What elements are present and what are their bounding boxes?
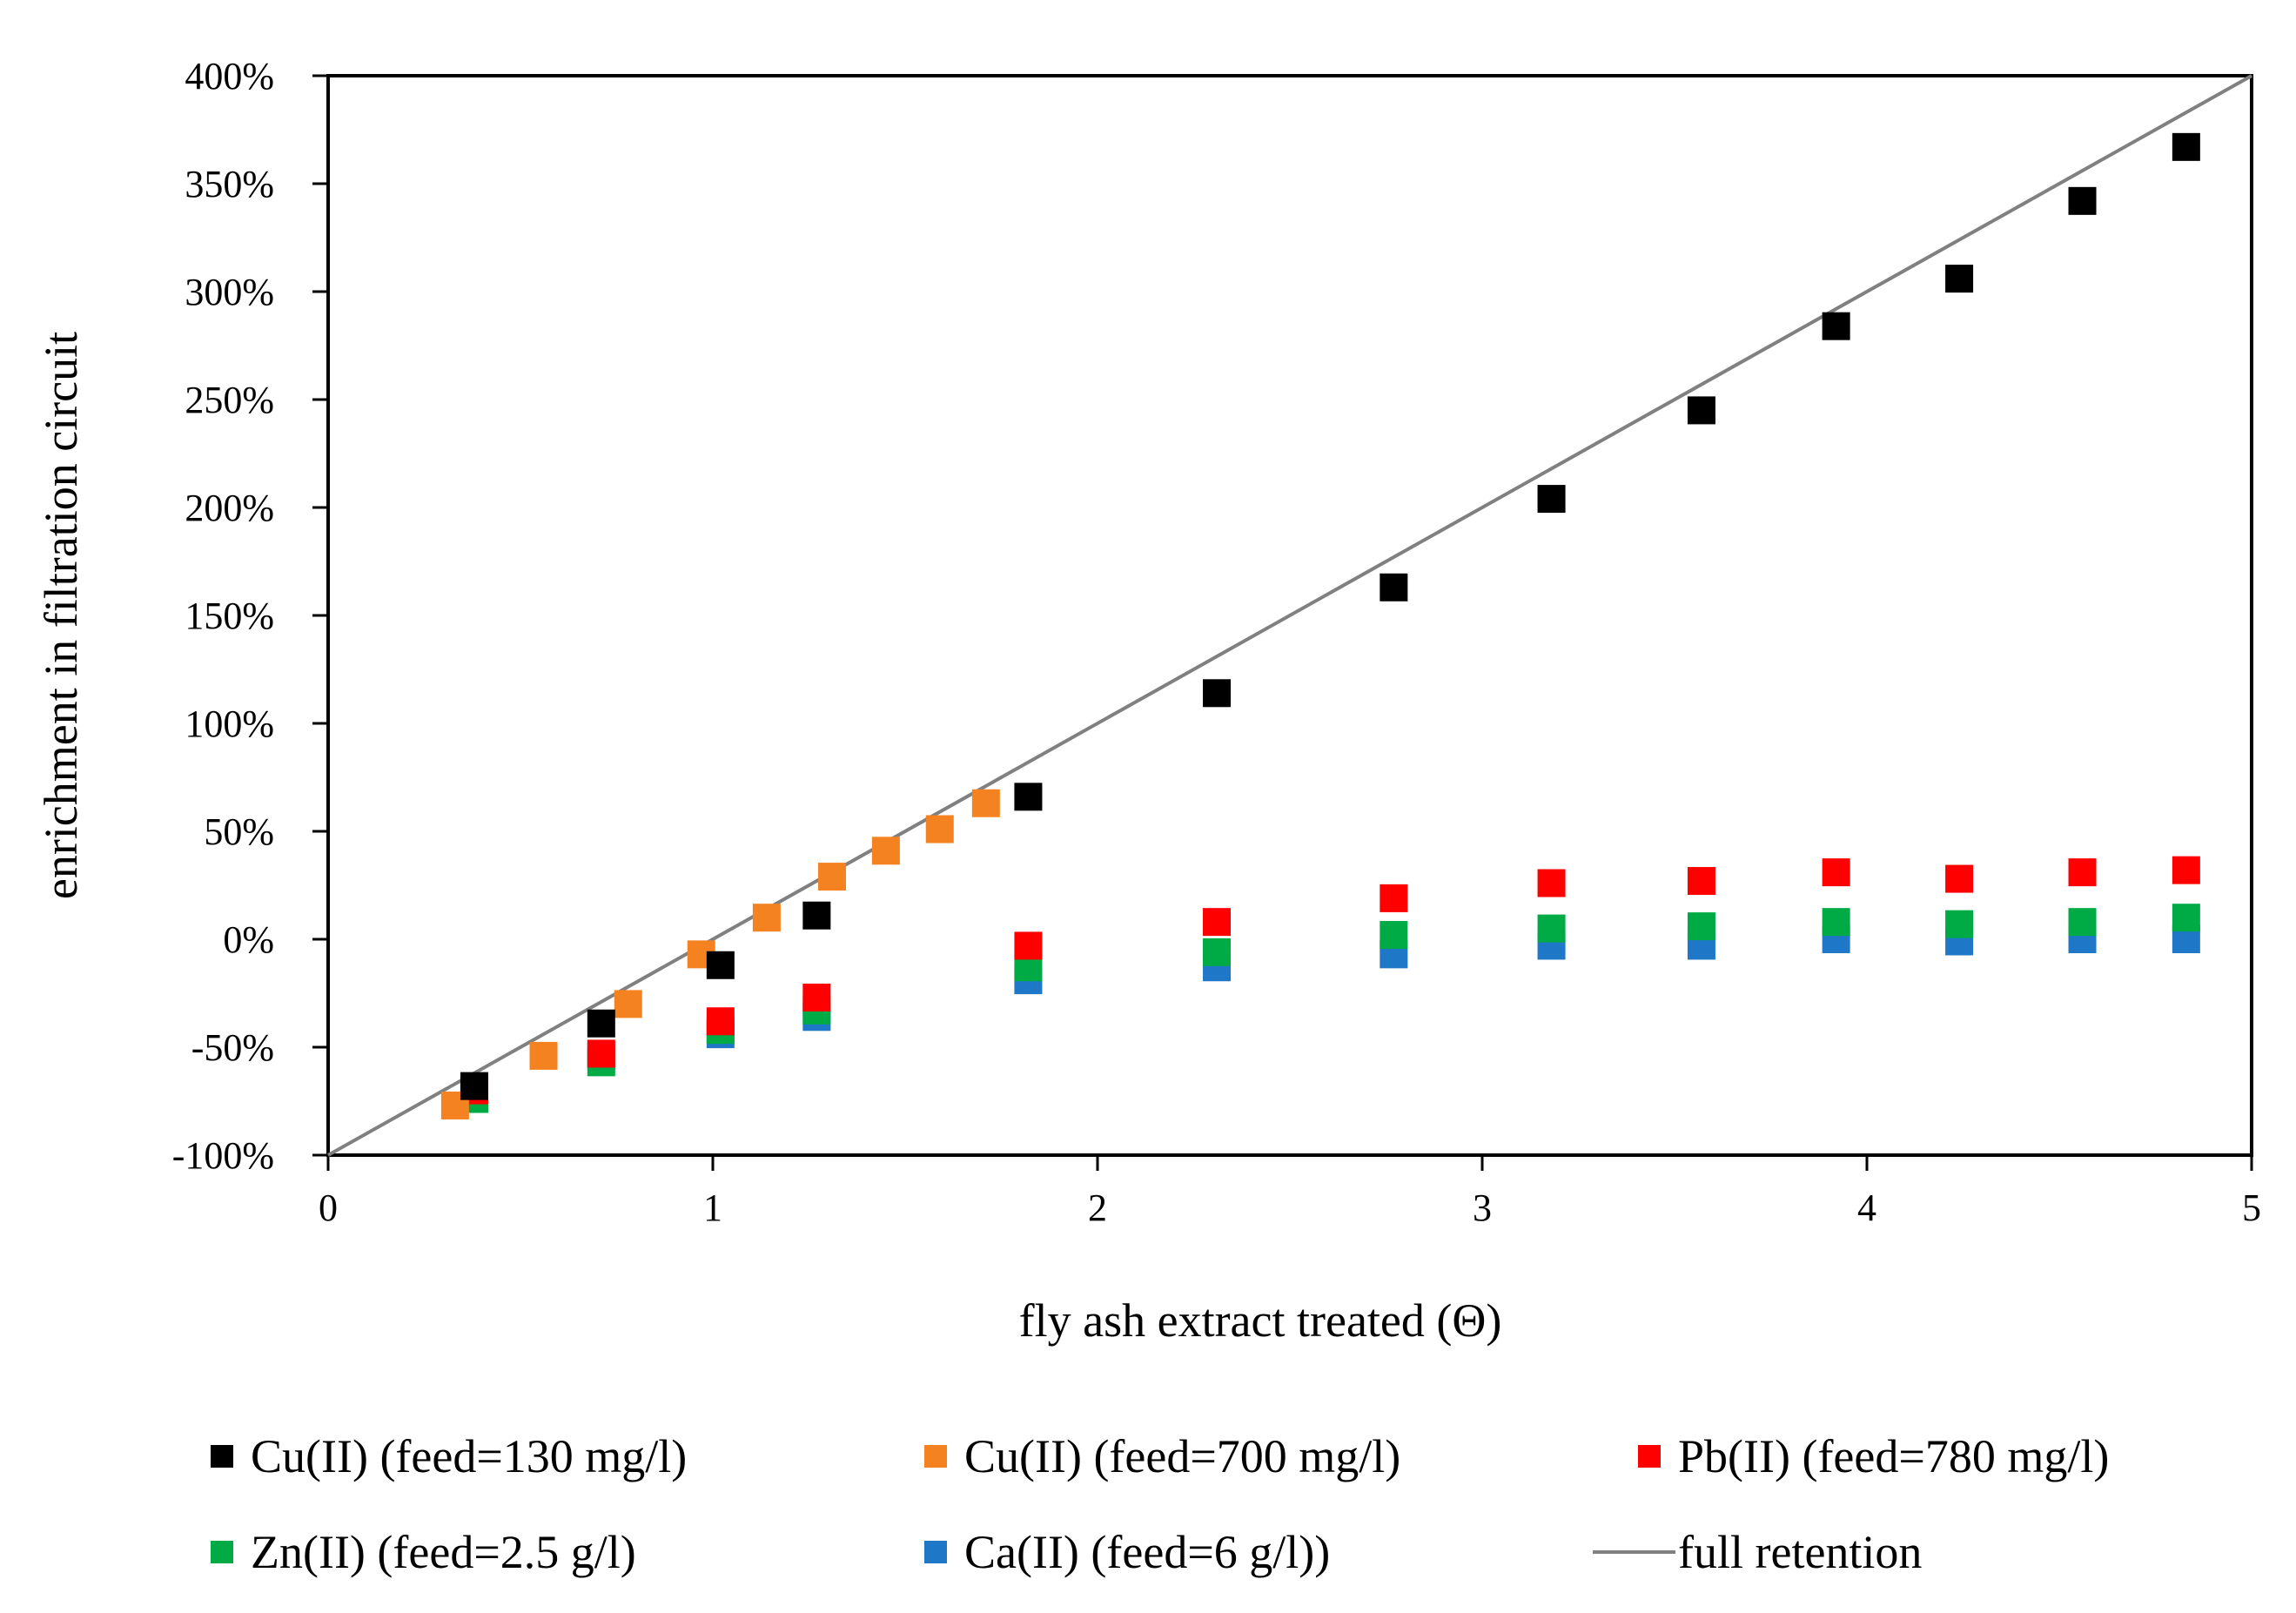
y-axis-title: enrichment in filtration circuit — [35, 332, 87, 899]
data-point — [614, 990, 642, 1018]
legend-label: Ca(II) (feed=6 g/l)) — [964, 1526, 1330, 1578]
data-point — [871, 837, 900, 865]
data-point — [2068, 908, 2097, 937]
reference-line-layer — [327, 74, 2252, 1157]
y-tick-label: 200% — [185, 487, 274, 529]
legend: Cu(II) (feed=130 mg/l) Cu(II) (feed=700 m… — [211, 1430, 2109, 1578]
y-tick-label: -50% — [191, 1026, 274, 1069]
legend-swatch — [211, 1445, 233, 1468]
data-point — [460, 1072, 488, 1100]
y-tick-label: 350% — [185, 163, 274, 205]
y-tick-label: 50% — [204, 810, 274, 853]
data-point — [1537, 914, 1566, 943]
data-point — [971, 789, 1000, 817]
data-point — [1014, 783, 1043, 811]
legend-label: Cu(II) (feed=130 mg/l) — [251, 1430, 687, 1482]
legend-swatch — [924, 1445, 947, 1468]
x-tick-label: 1 — [703, 1186, 722, 1229]
data-point — [706, 951, 735, 979]
data-marks — [440, 132, 2200, 1119]
y-axis: -100% -50% 0% 50% 100% 150% 200% 250% 300% 350% 40… — [172, 55, 328, 1177]
data-point — [802, 983, 831, 1011]
x-tick-label: 2 — [1088, 1186, 1107, 1229]
legend-label: full retention — [1678, 1526, 1922, 1578]
data-point — [752, 904, 781, 932]
data-point — [1945, 910, 1974, 938]
data-point — [1945, 864, 1974, 893]
data-point — [1203, 938, 1232, 966]
data-point — [925, 815, 954, 843]
data-point — [2172, 904, 2200, 932]
data-point — [1822, 312, 1850, 340]
y-tick-label: 150% — [185, 595, 274, 637]
legend-label: Pb(II) (feed=780 mg/l) — [1678, 1430, 2109, 1482]
data-point — [802, 901, 831, 930]
data-point — [2068, 186, 2097, 215]
y-tick-label: 250% — [185, 379, 274, 421]
data-point — [1687, 912, 1715, 941]
data-point — [2172, 132, 2200, 161]
y-tick-label: 400% — [185, 55, 274, 97]
data-point — [1537, 485, 1566, 514]
y-tick-label: 0% — [223, 918, 274, 961]
data-point — [1537, 869, 1566, 897]
x-axis: 0 1 2 3 4 5 — [319, 1155, 2261, 1229]
data-point — [1380, 921, 1408, 950]
data-point — [1822, 908, 1850, 937]
data-point — [529, 1041, 558, 1070]
legend-swatch — [1638, 1445, 1661, 1468]
data-point — [587, 1009, 615, 1038]
x-tick-label: 4 — [1857, 1186, 1876, 1229]
y-tick-label: -100% — [172, 1134, 274, 1177]
data-point — [1203, 908, 1232, 937]
x-tick-label: 5 — [2242, 1186, 2261, 1229]
x-tick-label: 3 — [1473, 1186, 1492, 1229]
legend-label: Zn(II) (feed=2.5 g/l) — [251, 1526, 636, 1578]
data-point — [1014, 931, 1043, 960]
data-point — [1822, 858, 1850, 887]
y-tick-label: 100% — [185, 702, 274, 745]
data-point — [818, 863, 847, 891]
x-tick-label: 0 — [319, 1186, 338, 1229]
data-point — [1380, 573, 1408, 602]
legend-swatch — [924, 1541, 947, 1563]
data-point — [587, 1039, 615, 1068]
x-axis-title: fly ash extract treated (Θ) — [1019, 1294, 1502, 1347]
data-point — [1380, 884, 1408, 912]
legend-label: Cu(II) (feed=700 mg/l) — [964, 1430, 1400, 1482]
data-point — [1945, 265, 1974, 293]
data-point — [2172, 856, 2200, 884]
data-point — [706, 1007, 735, 1036]
y-tick-label: 300% — [185, 271, 274, 313]
plot-area: 0 1 2 3 4 5 -100% -50% 0% 50% 100% 150% 200% 250% 300… — [172, 55, 2261, 1229]
legend-swatch — [211, 1541, 233, 1563]
data-point — [1687, 867, 1715, 896]
full-retention-line — [327, 74, 2252, 1157]
data-point — [1687, 396, 1715, 425]
data-point — [1203, 679, 1232, 708]
data-point — [2068, 858, 2097, 887]
